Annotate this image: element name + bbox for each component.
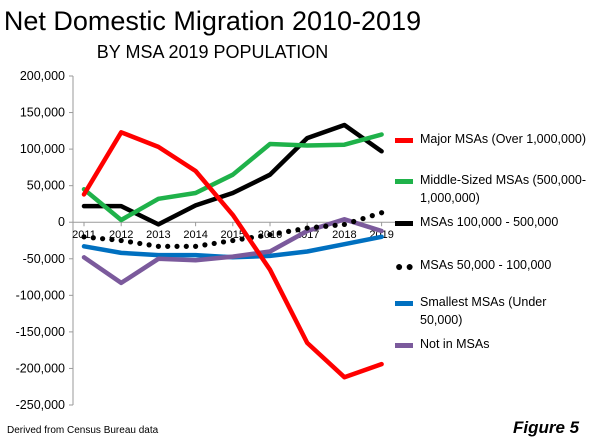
data-point xyxy=(230,237,236,244)
series-msas-50-000-100-000 xyxy=(81,210,385,249)
line-dot xyxy=(332,222,338,228)
data-point xyxy=(118,237,124,244)
line-dot xyxy=(183,243,189,249)
line-dot xyxy=(369,213,375,219)
data-point xyxy=(81,234,87,240)
line-dot xyxy=(313,224,320,230)
series-not-in-msas xyxy=(81,217,384,286)
data-point xyxy=(193,243,199,249)
legend-label: Smallest MSAs (Under 50,000) xyxy=(420,295,547,327)
legend-label: Middle-Sized MSAs (500,000-1,000,000) xyxy=(420,173,587,205)
series-line xyxy=(81,217,384,286)
line-dot xyxy=(137,240,143,247)
data-point xyxy=(341,221,347,228)
legend-swatch xyxy=(395,343,413,348)
legend-label: Not in MSAs xyxy=(420,337,490,351)
line-dot xyxy=(211,240,217,247)
line-dot xyxy=(286,228,292,234)
x-tick-label: 2012 xyxy=(109,229,133,241)
line-dot xyxy=(202,242,208,248)
y-axis: -250,000 -200,000 -150,000 -100,000 -50,000 0… xyxy=(16,69,74,412)
line-dot xyxy=(239,236,245,242)
series-line xyxy=(81,130,384,380)
source-note: Derived from Census Bureau data xyxy=(7,425,159,436)
y-tick-label: -50,000 xyxy=(23,252,65,266)
legend-swatch xyxy=(395,221,413,226)
legend-swatch xyxy=(395,301,413,306)
series-line xyxy=(81,132,384,223)
legend-label: MSAs 50,000 - 100,000 xyxy=(420,258,552,272)
data-point xyxy=(304,225,310,231)
y-tick-label: 200,000 xyxy=(20,69,65,83)
line-dot xyxy=(220,239,227,245)
line-dot xyxy=(351,218,357,225)
line-dot xyxy=(146,242,152,248)
y-tick-label: 0 xyxy=(58,215,65,229)
line-dot xyxy=(174,243,180,249)
y-tick-label: -200,000 xyxy=(16,361,65,375)
line-dot xyxy=(100,236,106,242)
y-tick-label: 50,000 xyxy=(27,179,65,193)
line-dot xyxy=(165,243,171,249)
x-tick-label: 2018 xyxy=(332,229,356,241)
y-tick-label: 150,000 xyxy=(20,106,65,120)
legend-swatch xyxy=(395,138,413,143)
series-middle-sized-msas-500-000-1-000-000 xyxy=(81,132,384,223)
figure-label: Figure 5 xyxy=(513,418,580,437)
line-dot xyxy=(258,233,264,239)
legend-dots: ●● xyxy=(395,258,416,274)
line-dot xyxy=(323,223,329,229)
y-tick-label: -100,000 xyxy=(16,288,65,302)
x-tick-label: 2013 xyxy=(146,229,170,241)
legend-label: MSAs 100,000 - 500,000 xyxy=(420,215,559,229)
line-dot xyxy=(295,227,301,233)
x-tick-label: 2015 xyxy=(221,229,245,241)
chart-title: Net Domestic Migration 2010-2019 xyxy=(3,6,422,36)
series-major-msas-over-1-000-000 xyxy=(81,130,384,380)
y-tick-label: -250,000 xyxy=(16,398,65,412)
legend-swatch xyxy=(395,179,413,184)
y-tick-label: 100,000 xyxy=(20,142,65,156)
chart-subtitle: BY MSA 2019 POPULATION xyxy=(96,42,329,62)
line-dot xyxy=(360,215,366,222)
x-tick-label: 2014 xyxy=(183,229,207,241)
y-tick-label: -150,000 xyxy=(16,325,65,339)
line-dot xyxy=(90,235,96,241)
line-dot xyxy=(276,230,282,236)
series-layer xyxy=(81,122,385,380)
line-dot xyxy=(127,239,134,245)
line-dot xyxy=(109,236,115,243)
data-point xyxy=(379,210,385,216)
data-point xyxy=(155,243,161,249)
legend-label: Major MSAs (Over 1,000,000) xyxy=(420,132,587,146)
data-point xyxy=(267,232,273,238)
